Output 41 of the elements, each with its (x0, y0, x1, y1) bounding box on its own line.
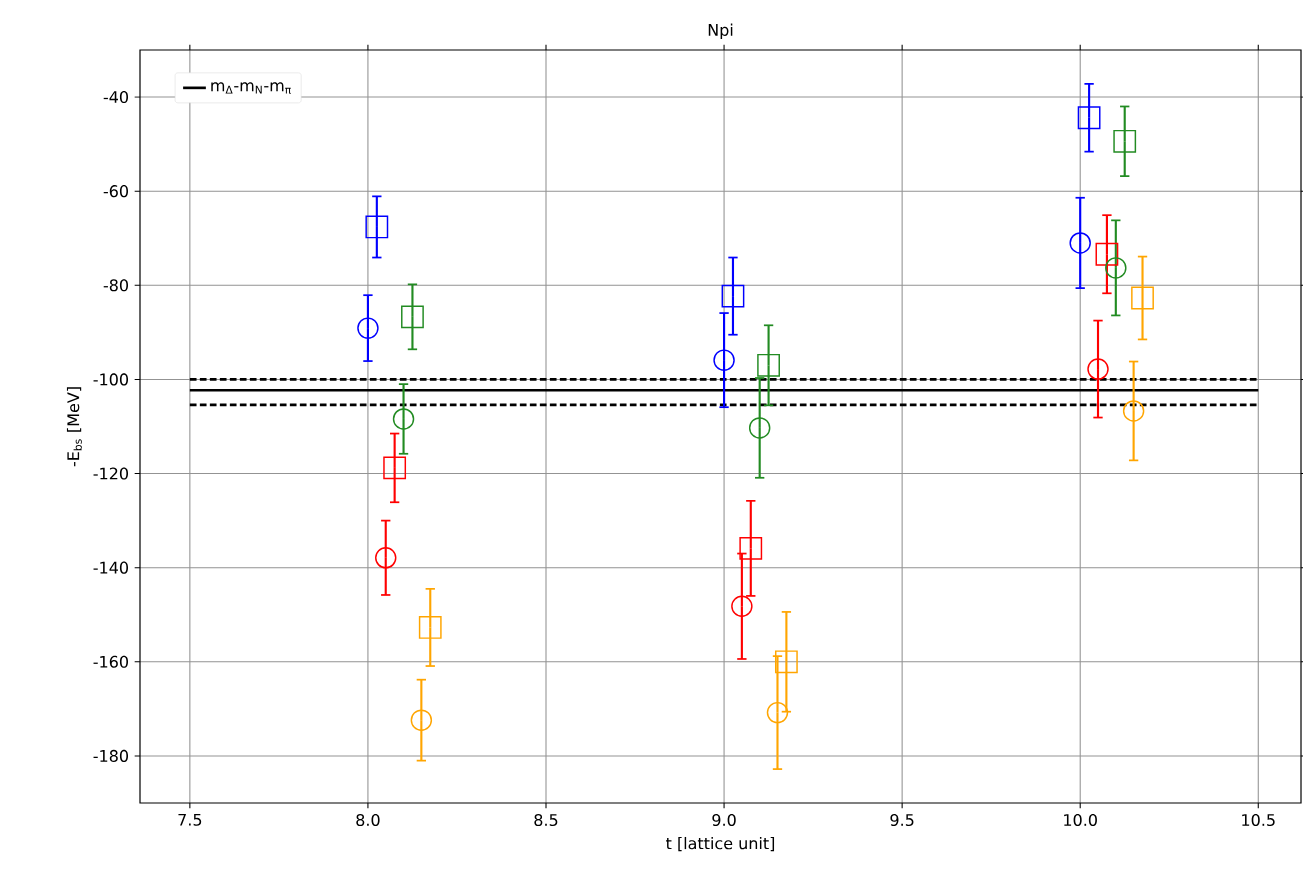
point (1077, 106, 1101, 130)
x-tick-label: 9.5 (890, 813, 914, 827)
point (748, 417, 771, 439)
x-tick-label: 9.0 (712, 813, 736, 827)
x-tick-label: 7.5 (178, 813, 202, 826)
x-tick-label: 10.5 (1242, 813, 1275, 827)
y-tick-label: -140 (93, 561, 128, 574)
y-tick-label: -60 (103, 185, 129, 198)
point (1087, 358, 1109, 380)
point (383, 456, 407, 480)
legend-label: m$_{Δ}$-m$_{N}$-m$_{π}$ (211, 82, 291, 94)
point (739, 536, 763, 560)
point (721, 284, 745, 308)
x-axis-title: t [lattice unit] (666, 836, 775, 852)
point (1131, 286, 1154, 310)
x-tick-label: 8.5 (534, 813, 558, 827)
point (1095, 242, 1119, 266)
y-tick-label: -160 (93, 655, 128, 668)
chart-title: Npi (708, 23, 733, 40)
point (774, 650, 798, 674)
point (357, 317, 379, 339)
x-tick-label: 8.0 (356, 813, 380, 827)
y-axis-title: -E$_{bs}$ [MeV] (66, 387, 82, 467)
point (731, 595, 753, 617)
point (1113, 129, 1137, 153)
point (1069, 232, 1091, 254)
y-tick-label: -120 (93, 467, 128, 480)
point (410, 709, 433, 731)
point (1105, 257, 1127, 279)
y-tick-label: -100 (93, 373, 128, 386)
point (401, 305, 424, 329)
point (375, 547, 397, 569)
x-tick-label: 10.0 (1064, 813, 1097, 827)
y-tick-label: -80 (103, 279, 129, 292)
point (418, 616, 442, 639)
point (365, 215, 389, 239)
y-tick-label: -180 (93, 749, 128, 762)
point (713, 349, 735, 371)
y-tick-label: -40 (103, 90, 129, 104)
point (392, 408, 415, 430)
point (1122, 400, 1145, 422)
